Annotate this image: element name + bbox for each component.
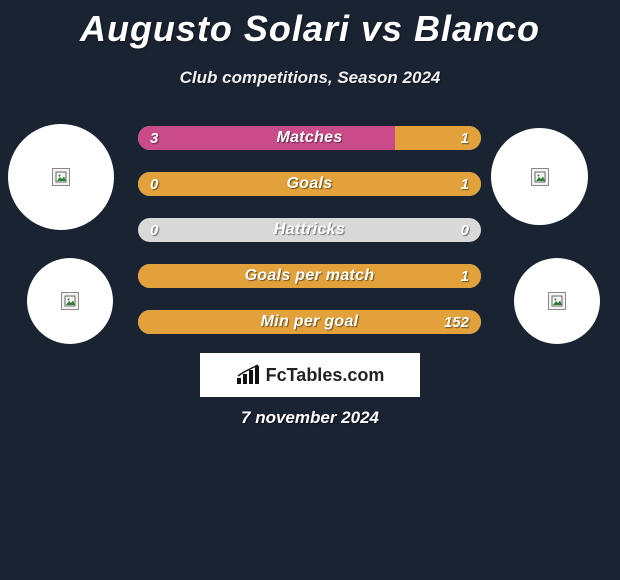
stats-panel: Matches31Goals01Hattricks00Goals per mat… — [138, 126, 481, 356]
stat-value-left: 0 — [150, 172, 158, 196]
stat-row: Goals0 1 — [138, 172, 481, 196]
team-1-logo — [27, 258, 113, 344]
stat-row: Hattricks0 0 — [138, 218, 481, 242]
player-2-avatar — [491, 128, 588, 225]
stat-row: Goals per match1 — [138, 264, 481, 288]
stat-value-right: 0 — [461, 218, 469, 242]
page-title: Augusto Solari vs Blanco — [0, 0, 620, 50]
date-label: 7 november 2024 — [0, 408, 620, 428]
subtitle: Club competitions, Season 2024 — [0, 68, 620, 88]
player-1-avatar — [8, 124, 114, 230]
image-placeholder-icon — [531, 168, 549, 186]
bar-chart-icon — [236, 364, 262, 386]
image-placeholder-icon — [61, 292, 79, 310]
stat-label: Goals — [138, 172, 481, 196]
stat-label: Matches — [138, 126, 481, 150]
stat-value-right: 1 — [461, 172, 469, 196]
image-placeholder-icon — [52, 168, 70, 186]
image-placeholder-icon — [548, 292, 566, 310]
stat-label: Min per goal — [138, 310, 481, 334]
stat-row: Min per goal152 — [138, 310, 481, 334]
brand-text: FcTables.com — [266, 365, 385, 386]
stat-value-left: 3 — [150, 126, 158, 150]
brand-badge: FcTables.com — [200, 353, 420, 397]
stat-label: Goals per match — [138, 264, 481, 288]
stat-value-right: 152 — [444, 310, 469, 334]
stat-value-left: 0 — [150, 218, 158, 242]
team-2-logo — [514, 258, 600, 344]
stat-label: Hattricks — [138, 218, 481, 242]
stat-value-right: 1 — [461, 264, 469, 288]
stat-row: Matches3 1 — [138, 126, 481, 150]
stat-value-right: 1 — [461, 126, 469, 150]
